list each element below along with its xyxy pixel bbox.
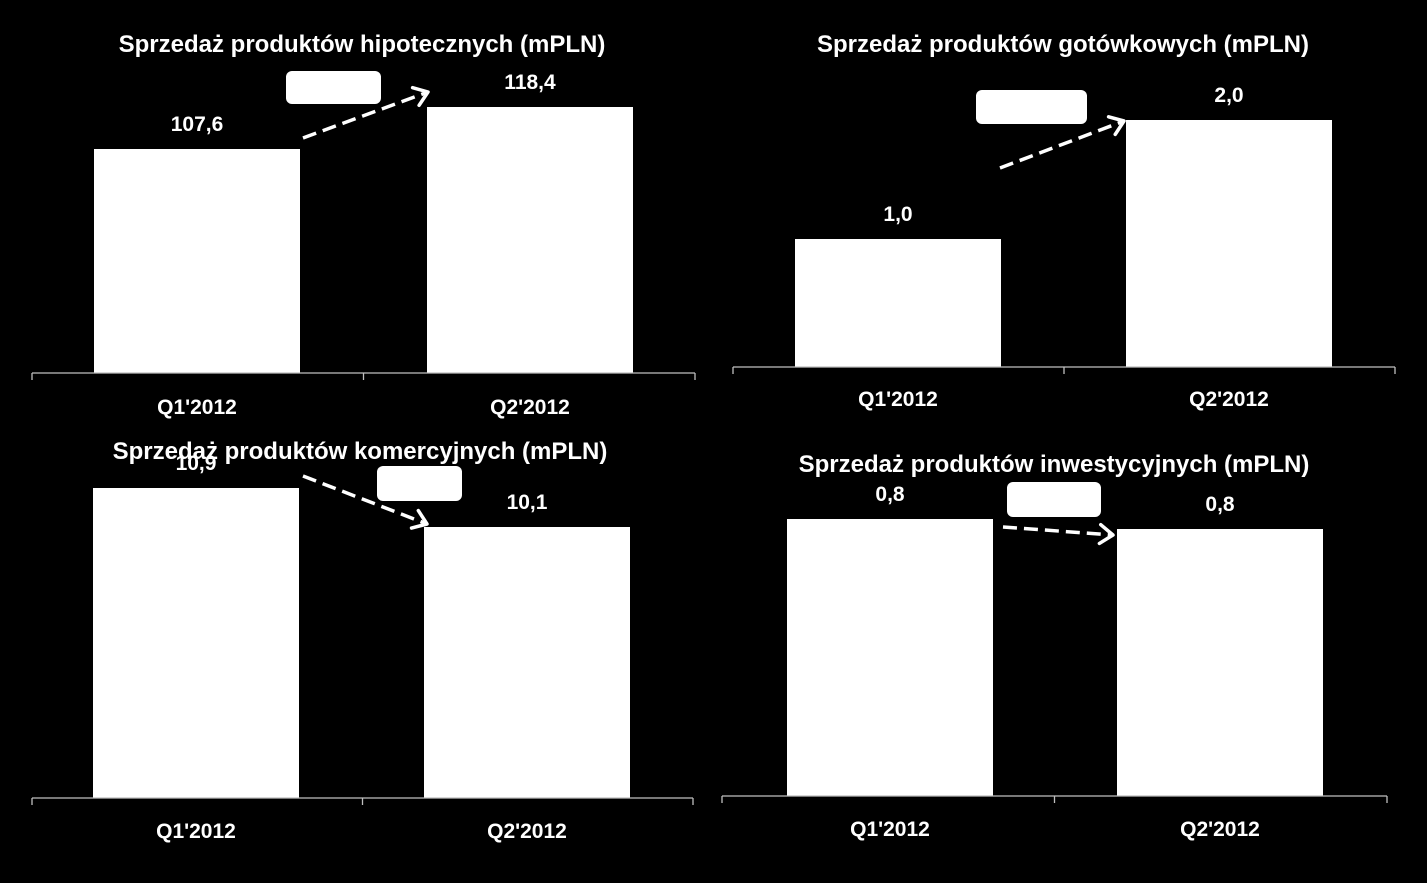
value-label: 10,1 xyxy=(507,491,548,514)
arrow-head-icon xyxy=(409,508,429,530)
value-label: 107,6 xyxy=(171,113,224,136)
bar-q12012 xyxy=(787,519,993,796)
chart-investment-sales: Sprzedaż produktów inwestycyjnych (mPLN)… xyxy=(721,451,1388,841)
chart-title: Sprzedaż produktów gotówkowych (mPLN) xyxy=(817,31,1309,58)
x-tick-label: Q1'2012 xyxy=(858,388,938,411)
change-label-box xyxy=(377,466,462,501)
change-arrow-line xyxy=(999,119,1125,170)
change-arrow-line xyxy=(1002,525,1114,537)
x-tick-label: Q1'2012 xyxy=(850,818,930,841)
chart-title: Sprzedaż produktów hipotecznych (mPLN) xyxy=(119,31,606,58)
x-tick-label: Q2'2012 xyxy=(1180,818,1260,841)
change-arrow-line xyxy=(302,90,429,140)
chart-title: Sprzedaż produktów inwestycyjnych (mPLN) xyxy=(799,451,1310,478)
change-arrow-line xyxy=(302,474,428,526)
change-label-box xyxy=(1007,482,1101,517)
arrow-head-icon xyxy=(1106,115,1126,137)
value-label: 0,8 xyxy=(1205,493,1235,516)
bar-q12012 xyxy=(93,488,299,798)
x-tick-label: Q1'2012 xyxy=(156,820,236,843)
value-label: 2,0 xyxy=(1214,84,1243,107)
bar-q22012 xyxy=(1126,120,1332,367)
x-tick-label: Q2'2012 xyxy=(1189,388,1269,411)
arrow-head-icon xyxy=(1097,522,1115,546)
bar-q22012 xyxy=(1117,529,1323,796)
arrow-head-icon xyxy=(410,85,430,108)
change-label-box xyxy=(976,90,1087,124)
chart-cash-loan-sales: Sprzedaż produktów gotówkowych (mPLN) 1,0… xyxy=(732,31,1396,411)
x-tick-label: Q1'2012 xyxy=(157,396,237,419)
chart-title: Sprzedaż produktów komercyjnych (mPLN) xyxy=(113,438,608,465)
chart-commercial-sales: Sprzedaż produktów komercyjnych (mPLN)10… xyxy=(31,438,694,843)
bar-q12012 xyxy=(94,149,300,373)
value-label: 0,8 xyxy=(875,483,905,506)
bar-q12012 xyxy=(795,239,1001,367)
x-tick-label: Q2'2012 xyxy=(487,820,567,843)
bar-q22012 xyxy=(424,527,630,798)
change-label-box xyxy=(286,71,381,104)
chart-mortgage-sales: Sprzedaż produktów hipotecznych (mPLN) 10… xyxy=(31,31,696,419)
value-label: 118,4 xyxy=(504,71,556,94)
x-tick-label: Q2'2012 xyxy=(490,396,570,419)
value-label: 10,9 xyxy=(176,452,217,475)
value-label: 1,0 xyxy=(883,203,912,226)
bar-q22012 xyxy=(427,107,633,373)
